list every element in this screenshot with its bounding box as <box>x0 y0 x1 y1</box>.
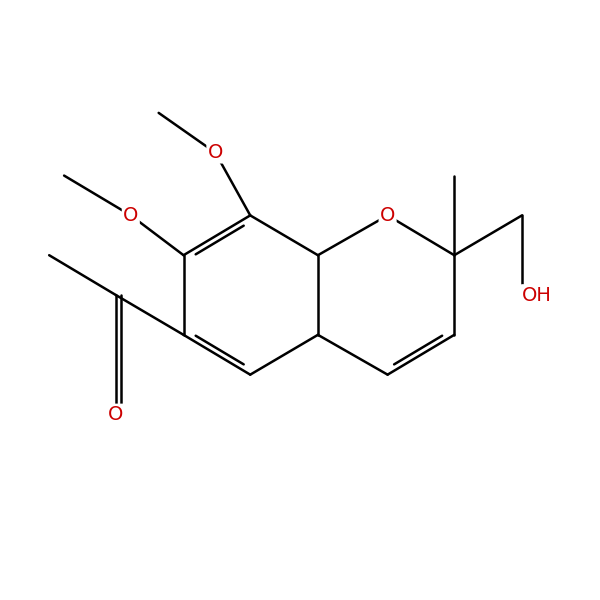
Text: O: O <box>123 206 139 225</box>
Text: O: O <box>208 143 223 162</box>
Text: O: O <box>380 206 395 225</box>
Text: OH: OH <box>522 286 552 305</box>
Text: O: O <box>108 405 124 424</box>
